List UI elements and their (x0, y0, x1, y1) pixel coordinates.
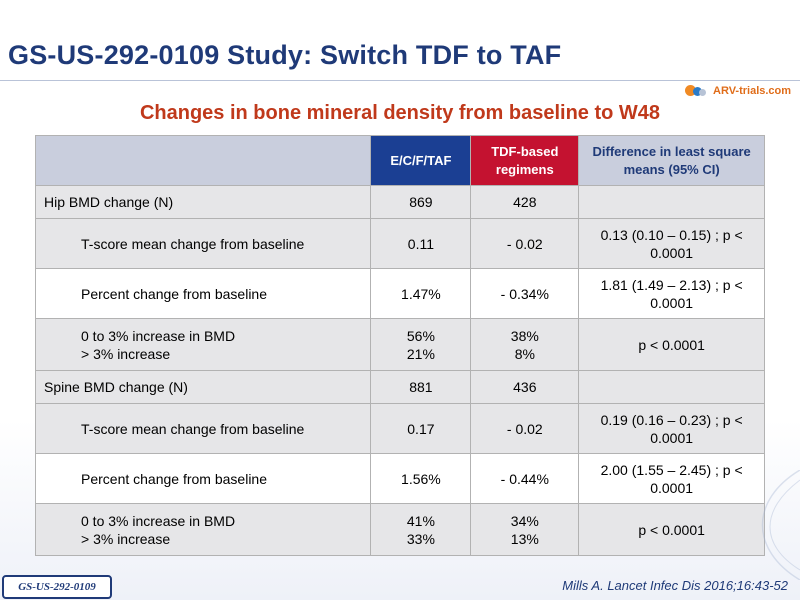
cell-tdf-line2: 13% (510, 530, 539, 547)
header-difference-ci: Difference in least square means (95% CI… (578, 135, 765, 186)
cell-taf: 41% 33% (370, 503, 472, 556)
row-label: Percent change from baseline (34, 268, 372, 319)
row-label: 0 to 3% increase in BMD > 3% increase (34, 318, 372, 371)
cell-difference: 0.13 (0.10 – 0.15) ; p < 0.0001 (578, 218, 765, 269)
table-row: Hip BMD change (N) 869 428 (34, 185, 765, 219)
cell-tdf-line1: 34% (510, 512, 539, 529)
row-label: 0 to 3% increase in BMD > 3% increase (34, 503, 372, 556)
cell-taf: 1.56% (370, 453, 472, 504)
decorative-swirl (761, 470, 800, 580)
row-label: T-score mean change from baseline (34, 403, 372, 454)
table-row: T-score mean change from baseline 0.11 -… (34, 218, 765, 269)
cell-tdf: - 0.02 (470, 218, 580, 269)
cell-taf: 1.47% (370, 268, 472, 319)
cell-difference: p < 0.0001 (578, 318, 765, 371)
row-label-line2: > 3% increase (81, 530, 171, 547)
row-label: Hip BMD change (N) (34, 185, 372, 219)
table-row: T-score mean change from baseline 0.17 -… (34, 403, 765, 454)
slide-title: GS-US-292-0109 Study: Switch TDF to TAF (8, 40, 562, 70)
row-label: Spine BMD change (N) (34, 370, 372, 404)
citation: Mills A. Lancet Infec Dis 2016;16:43-52 (562, 578, 788, 593)
table-row: Percent change from baseline 1.56% - 0.4… (34, 453, 765, 504)
cell-tdf: - 0.44% (470, 453, 580, 504)
cell-taf: 56% 21% (370, 318, 472, 371)
title-divider (0, 80, 800, 81)
cell-difference: 2.00 (1.55 – 2.45) ; p < 0.0001 (578, 453, 765, 504)
table-row: 0 to 3% increase in BMD > 3% increase 56… (34, 318, 765, 371)
cell-taf-line2: 33% (406, 530, 435, 547)
row-label: T-score mean change from baseline (34, 218, 372, 269)
cell-taf: 869 (370, 185, 472, 219)
cell-taf: 881 (370, 370, 472, 404)
logo-icon (684, 84, 710, 98)
cell-tdf-line2: 8% (514, 345, 535, 362)
cell-taf-line1: 41% (406, 512, 435, 529)
header-eft-taf: E/C/F/TAF (370, 135, 472, 186)
logo-text: ARV-trials.com (713, 85, 792, 97)
row-label-line2: > 3% increase (81, 345, 171, 362)
cell-taf-line1: 56% (406, 327, 435, 344)
cell-tdf: 34% 13% (470, 503, 580, 556)
slide-subtitle: Changes in bone mineral density from bas… (139, 102, 661, 124)
cell-tdf: 428 (470, 185, 580, 219)
bmd-table: E/C/F/TAF TDF-based regimens Difference … (34, 135, 765, 556)
cell-taf: 0.17 (370, 403, 472, 454)
cell-taf-line2: 21% (406, 345, 435, 362)
cell-difference: 1.81 (1.49 – 2.13) ; p < 0.0001 (578, 268, 765, 319)
cell-difference (578, 370, 765, 404)
row-label-line1: 0 to 3% increase in BMD (81, 512, 236, 529)
row-label-line1: 0 to 3% increase in BMD (81, 327, 236, 344)
table-header-row: E/C/F/TAF TDF-based regimens Difference … (34, 135, 765, 186)
arv-trials-logo: ARV-trials.com (684, 81, 794, 101)
cell-tdf: 38% 8% (470, 318, 580, 371)
study-id-badge: GS-US-292-0109 (2, 575, 112, 599)
cell-difference: p < 0.0001 (578, 503, 765, 556)
cell-difference (578, 185, 765, 219)
cell-tdf: 436 (470, 370, 580, 404)
table-row: Spine BMD change (N) 881 436 (34, 370, 765, 404)
table-row: 0 to 3% increase in BMD > 3% increase 41… (34, 503, 765, 556)
cell-tdf: - 0.02 (470, 403, 580, 454)
table-row: Percent change from baseline 1.47% - 0.3… (34, 268, 765, 319)
row-label: Percent change from baseline (34, 453, 372, 504)
header-blank (34, 135, 372, 186)
cell-taf: 0.11 (370, 218, 472, 269)
header-tdf-regimens: TDF-based regimens (470, 135, 580, 186)
cell-tdf: - 0.34% (470, 268, 580, 319)
cell-difference: 0.19 (0.16 – 0.23) ; p < 0.0001 (578, 403, 765, 454)
cell-tdf-line1: 38% (510, 327, 539, 344)
